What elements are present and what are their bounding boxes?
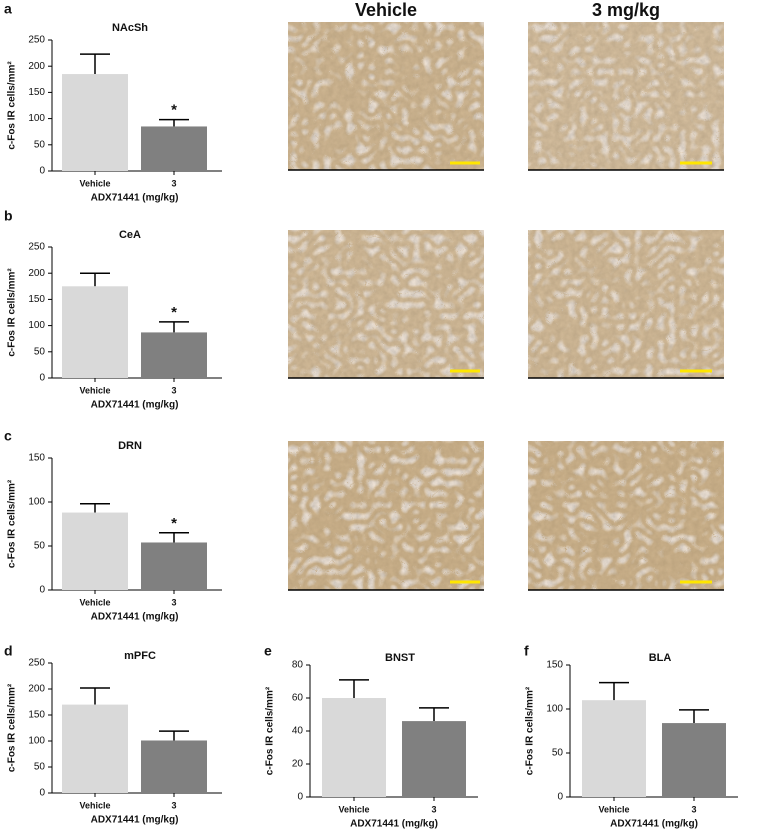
column-header: 3 mg/kg: [592, 0, 660, 20]
significance: *: [171, 102, 177, 119]
panel-letter: f: [524, 643, 529, 659]
y-tick-label: 150: [28, 710, 45, 721]
column-header: Vehicle: [355, 0, 417, 20]
micrograph: [528, 441, 724, 591]
micrograph: [288, 22, 484, 171]
chart-title: NAcSh: [112, 22, 148, 34]
y-tick-label: 250: [28, 242, 45, 253]
y-tick-label: 250: [28, 658, 45, 669]
panel-letter: e: [264, 643, 272, 659]
y-tick-label: 200: [28, 61, 45, 72]
bar: [141, 126, 207, 171]
bar: [141, 332, 207, 378]
panel-letter: d: [4, 643, 13, 659]
bar: [141, 740, 207, 793]
y-tick-label: 150: [28, 87, 45, 98]
bar-chart: f BLA 0 50 100 150 c-Fos IR cells/mm² Vehicle 3 A…: [524, 643, 738, 830]
chart-title: BLA: [649, 652, 672, 664]
y-axis-label: c-Fos IR cells/mm²: [7, 61, 18, 150]
x-axis-label: ADX71441 (mg/kg): [91, 815, 179, 826]
y-tick-label: 50: [34, 139, 46, 150]
y-tick-label: 150: [28, 294, 45, 305]
bar: [62, 704, 128, 793]
bar-chart: d mPFC 0 50 100 150 200 250 c-Fos IR cells/mm² Ve…: [4, 643, 222, 826]
micrograph: [288, 441, 484, 591]
x-tick-label: 3: [171, 800, 176, 810]
bar-chart: c DRN 0 50 100 150 c-Fos IR cells/mm² Vehicle 3 *…: [4, 428, 222, 623]
x-tick-label: Vehicle: [598, 804, 629, 814]
bar: [62, 286, 128, 378]
chart-title: mPFC: [124, 650, 156, 662]
bar-chart: b CeA 0 50 100 150 200 250 c-Fos IR cells/mm² Veh…: [4, 208, 222, 411]
y-tick-label: 50: [552, 748, 564, 759]
panel-letter: b: [4, 208, 13, 224]
y-tick-label: 0: [39, 166, 45, 177]
x-axis-label: ADX71441 (mg/kg): [610, 819, 698, 830]
bar: [402, 721, 466, 797]
y-tick-label: 50: [34, 541, 46, 552]
x-tick-label: Vehicle: [79, 178, 110, 188]
significance: *: [171, 304, 177, 321]
x-tick-label: Vehicle: [79, 800, 110, 810]
chart-title: DRN: [118, 440, 142, 452]
x-tick-label: Vehicle: [79, 385, 110, 395]
y-axis-label: c-Fos IR cells/mm²: [265, 686, 276, 775]
y-tick-label: 60: [292, 693, 304, 704]
bar: [662, 723, 726, 797]
micrograph: [528, 22, 724, 171]
y-tick-label: 200: [28, 268, 45, 279]
significance: *: [171, 515, 177, 532]
bar-chart: a NAcSh 0 50 100 150 200 250 c-Fos IR cells/mm² V…: [4, 1, 222, 204]
y-tick-label: 0: [39, 585, 45, 596]
panel-letter: a: [4, 1, 12, 17]
y-tick-label: 100: [28, 736, 45, 747]
panel-letter: c: [4, 428, 12, 444]
x-axis-label: ADX71441 (mg/kg): [91, 193, 179, 204]
chart-title: BNST: [385, 652, 415, 664]
bar: [62, 74, 128, 171]
y-tick-label: 100: [28, 113, 45, 124]
bar: [141, 542, 207, 590]
y-axis-label: c-Fos IR cells/mm²: [525, 686, 536, 775]
y-tick-label: 100: [546, 704, 563, 715]
x-tick-label: 3: [171, 178, 176, 188]
y-tick-label: 50: [34, 346, 46, 357]
x-tick-label: 3: [171, 597, 176, 607]
x-axis-label: ADX71441 (mg/kg): [91, 612, 179, 623]
y-axis-label: c-Fos IR cells/mm²: [7, 268, 18, 357]
x-tick-label: Vehicle: [338, 804, 369, 814]
bar: [322, 698, 386, 797]
y-tick-label: 40: [292, 726, 304, 737]
bar: [582, 700, 646, 797]
micrograph: [288, 230, 484, 379]
chart-title: CeA: [119, 229, 141, 241]
y-axis-label: c-Fos IR cells/mm²: [7, 683, 18, 772]
bar: [62, 512, 128, 590]
y-tick-label: 150: [546, 660, 563, 671]
x-tick-label: 3: [171, 385, 176, 395]
x-axis-label: ADX71441 (mg/kg): [350, 819, 438, 830]
y-tick-label: 0: [39, 788, 45, 799]
y-tick-label: 250: [28, 35, 45, 46]
y-tick-label: 0: [39, 373, 45, 384]
y-tick-label: 100: [28, 497, 45, 508]
y-tick-label: 150: [28, 453, 45, 464]
y-tick-label: 20: [292, 759, 304, 770]
y-tick-label: 0: [297, 792, 303, 803]
y-tick-label: 80: [292, 660, 304, 671]
bar-chart: e BNST 0 20 40 60 80 c-Fos IR cells/mm² Vehicle 3…: [264, 643, 478, 830]
y-tick-label: 100: [28, 320, 45, 331]
y-tick-label: 50: [34, 762, 46, 773]
y-tick-label: 0: [557, 792, 563, 803]
micrograph: [528, 230, 724, 379]
x-tick-label: Vehicle: [79, 597, 110, 607]
x-tick-label: 3: [431, 804, 436, 814]
y-tick-label: 200: [28, 684, 45, 695]
x-axis-label: ADX71441 (mg/kg): [91, 400, 179, 411]
y-axis-label: c-Fos IR cells/mm²: [7, 479, 18, 568]
micrographs: [288, 22, 724, 591]
x-tick-label: 3: [691, 804, 696, 814]
